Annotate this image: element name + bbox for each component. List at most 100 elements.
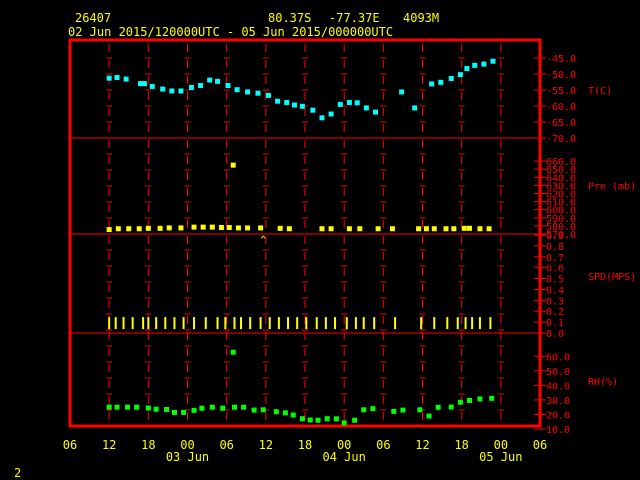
speed-bar (324, 317, 327, 330)
pressure-point (115, 226, 121, 232)
pressure-point (235, 225, 241, 231)
speed-bar (305, 317, 308, 330)
temperature-point (319, 115, 325, 121)
rh-point (361, 407, 367, 413)
temperature-point (114, 75, 120, 81)
temperature-point (198, 83, 204, 89)
pressure-point (245, 225, 251, 231)
rh-point (307, 417, 313, 423)
rh-point (106, 404, 112, 410)
speed-bar (362, 317, 365, 330)
speed-bar (268, 317, 271, 330)
rh-panel-label: RH(%) (588, 377, 618, 388)
rh-y-tick-label: 10.0 (546, 425, 570, 436)
pressure-point (328, 226, 334, 232)
pressure-y-tick-label: 640.0 (546, 173, 576, 184)
speed-bar (373, 317, 376, 330)
speed-bar (155, 317, 158, 330)
rh-point (333, 416, 339, 422)
rh-point (299, 416, 305, 422)
rh-point (341, 420, 347, 426)
pressure-point (346, 226, 352, 232)
x-tick-label: 18 (454, 438, 468, 452)
speed-bar (354, 317, 357, 330)
pressure-point (477, 226, 483, 232)
rh-point (352, 417, 358, 423)
pressure-point (486, 226, 492, 232)
rh-y-tick-label: 60.0 (546, 352, 570, 363)
pressure-point (357, 226, 363, 232)
pressure-y-tick-label: 620.0 (546, 190, 576, 201)
x-tick-label: 12 (102, 438, 116, 452)
pressure-point (467, 225, 472, 231)
speed-bar (147, 317, 150, 330)
pressure-y-tick-label: 610.0 (546, 198, 576, 209)
rh-y-tick-label: 50.0 (546, 367, 570, 378)
speed-bar (108, 317, 111, 330)
temperature-point (207, 77, 213, 83)
station-elevation: 4093M (403, 11, 440, 25)
speed-bar (122, 317, 125, 330)
speed-y-tick-label: 0.3 (546, 296, 564, 307)
pressure-point (230, 162, 236, 168)
pressure-point (431, 226, 437, 232)
speed-bar (296, 317, 299, 330)
rh-point (209, 404, 215, 410)
rh-point (417, 407, 423, 413)
x-tick-label: 12 (259, 438, 273, 452)
cursor-marker: ^ (260, 235, 266, 246)
temperature-point (354, 100, 360, 106)
pressure-y-tick-label: 630.0 (546, 181, 576, 192)
speed-y-tick-label: 0.9 (546, 231, 564, 242)
temperature-y-tick-label: -55.0 (546, 86, 576, 97)
speed-bar (433, 317, 436, 330)
pressure-y-tick-label: 660.0 (546, 157, 576, 168)
temperature-point (337, 101, 343, 107)
rh-point (290, 412, 296, 418)
speed-bar (259, 317, 262, 330)
date-label: 05 Jun (479, 450, 522, 464)
rh-point (448, 404, 454, 410)
rh-point (400, 407, 406, 413)
pressure-y-tick-label: 600.0 (546, 206, 576, 217)
temperature-point (457, 72, 463, 78)
rh-point (489, 395, 495, 401)
rh-point (251, 407, 257, 413)
pressure-panel-label: Pre (mb) (588, 182, 636, 193)
temperature-panel-label: T(C) (588, 86, 612, 97)
pressure-point (106, 227, 112, 233)
rh-y-tick-label: 20.0 (546, 410, 570, 421)
speed-bar (446, 317, 449, 330)
speed-y-tick-label: 0.6 (546, 264, 564, 275)
pressure-point (375, 226, 381, 232)
plot-frame (68, 38, 542, 428)
speed-bar (420, 317, 423, 330)
temperature-point (284, 99, 290, 105)
temperature-point (448, 75, 454, 81)
speed-bar (489, 317, 492, 330)
speed-bar (240, 317, 243, 330)
speed-bar (345, 317, 348, 330)
speed-y-tick-label: 0.0 (546, 329, 564, 340)
speed-bar (233, 317, 236, 330)
temperature-point (363, 105, 369, 111)
speed-y-tick-label: 0.5 (546, 275, 564, 286)
temperature-point (346, 99, 352, 105)
speed-bar (334, 317, 337, 330)
speed-bar (173, 317, 176, 330)
temperature-point (490, 58, 496, 64)
rh-point (282, 410, 288, 416)
pressure-point (443, 226, 449, 232)
rh-point (124, 404, 130, 410)
pressure-point (389, 226, 395, 232)
rh-point (260, 407, 266, 413)
pressure-point (258, 225, 264, 231)
pressure-point (157, 225, 163, 231)
temperature-point (438, 79, 444, 85)
speed-y-tick-label: 0.4 (546, 285, 564, 296)
pressure-point (416, 226, 422, 232)
temperature-point (412, 105, 418, 111)
x-tick-label: 06 (376, 438, 390, 452)
temperature-point (178, 88, 184, 94)
